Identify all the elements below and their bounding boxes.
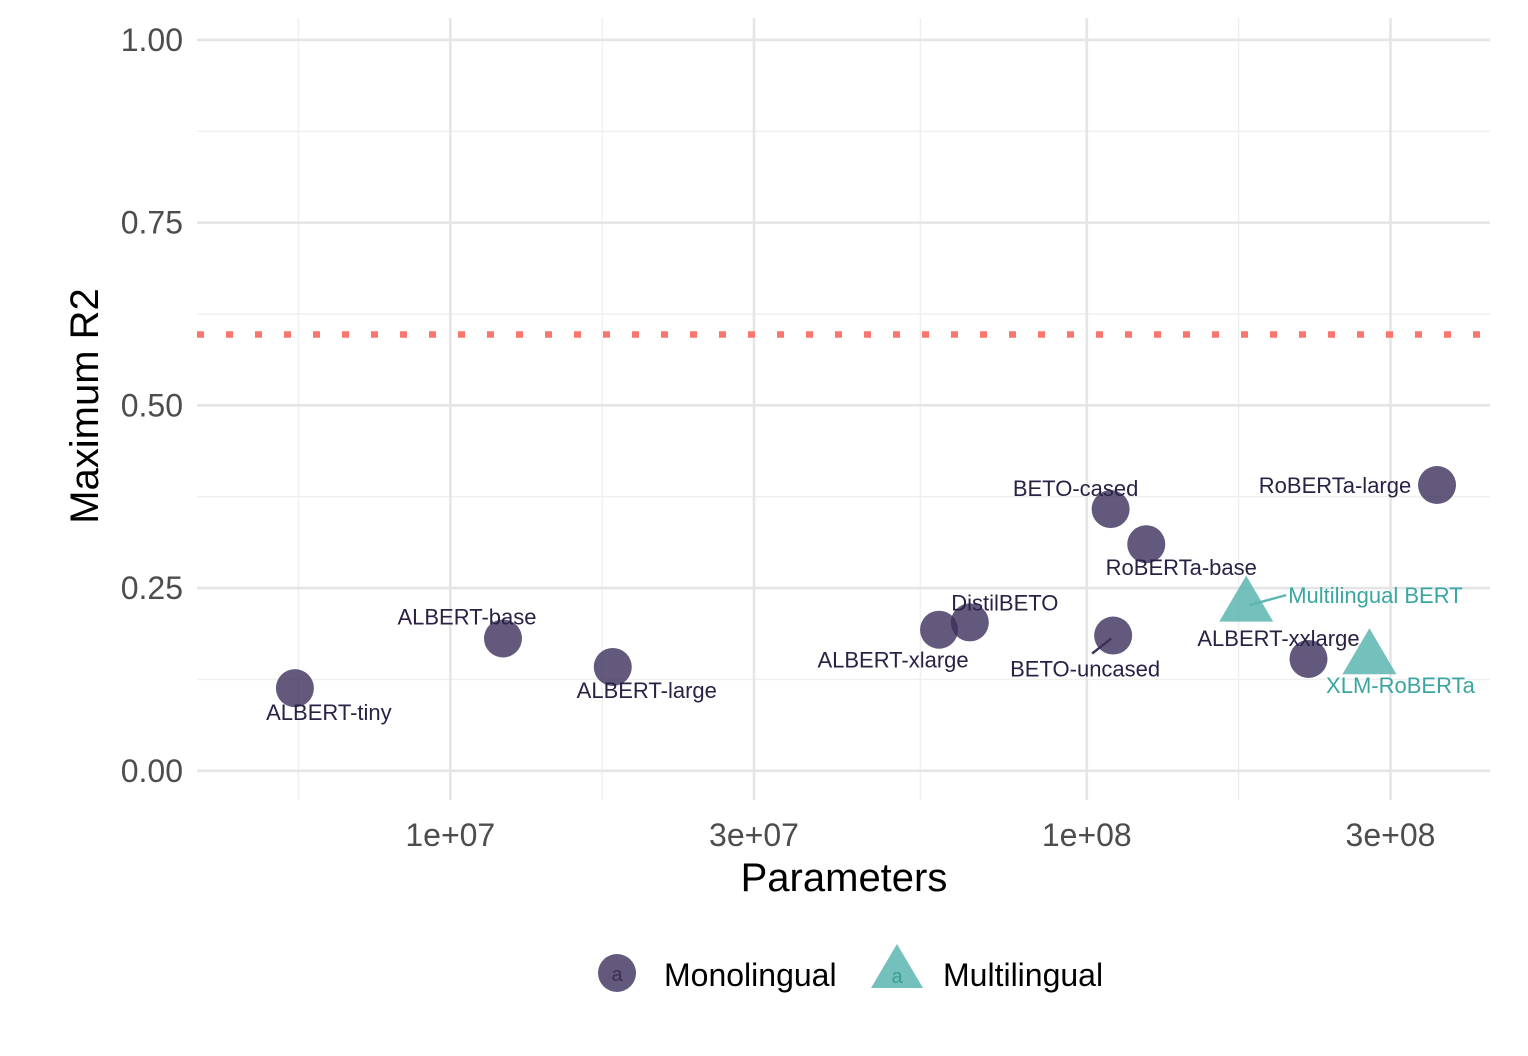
point-label: ALBERT-tiny [266, 700, 392, 725]
point-label: ALBERT-xlarge [817, 648, 968, 673]
data-point-circle [1418, 466, 1457, 505]
legend-key-monolingual-icon [598, 954, 636, 992]
point-labels: ALBERT-tiny ALBERT-base ALBERT-large ALBERT… [266, 473, 1475, 725]
data-point-circle [483, 619, 522, 658]
label-leader-line [1248, 593, 1287, 607]
y-tick-label: 1.00 [121, 22, 183, 58]
point-label: Multilingual BERT [1288, 583, 1462, 608]
point-label: RoBERTa-base [1106, 555, 1257, 580]
y-tick-label: 0.50 [121, 387, 183, 423]
data-point-circle [920, 610, 959, 649]
x-tick-label: 1e+08 [1042, 817, 1132, 853]
legend-label-monolingual: Monolingual [664, 957, 837, 993]
x-tick-label: 3e+08 [1346, 817, 1436, 853]
point-label: RoBERTa-large [1259, 473, 1411, 498]
point-label: XLM-RoBERTa [1326, 673, 1476, 698]
minor-gridlines [197, 18, 1490, 800]
data-point-circle [1091, 490, 1130, 529]
legend-key-glyph: a [611, 964, 623, 986]
y-axis-title: Maximum R2 [63, 288, 107, 524]
data-point-triangle [1342, 628, 1397, 675]
legend-label-multilingual: Multilingual [943, 957, 1103, 993]
data-point-circle [275, 669, 314, 708]
x-axis-ticks: 1e+07 3e+07 1e+08 3e+08 [405, 817, 1435, 853]
data-point-circle [593, 647, 632, 686]
data-point-triangle [1219, 575, 1274, 622]
major-gridlines [197, 18, 1490, 800]
y-tick-label: 0.25 [121, 570, 183, 606]
point-label: BETO-cased [1013, 476, 1139, 501]
y-axis-ticks: 0.00 0.25 0.50 0.75 1.00 [121, 22, 183, 789]
y-tick-label: 0.75 [121, 205, 183, 241]
point-label: ALBERT-large [577, 678, 717, 703]
label-leader-line [1091, 637, 1112, 655]
point-label: BETO-uncased [1010, 657, 1160, 682]
data-point-circle [1127, 525, 1166, 564]
legend-key-glyph: a [891, 966, 903, 988]
data-points [275, 466, 1457, 708]
x-axis-title: Parameters [741, 856, 948, 900]
y-tick-label: 0.00 [121, 753, 183, 789]
x-tick-label: 3e+07 [709, 817, 799, 853]
point-label: DistilBETO [951, 590, 1058, 615]
point-label: ALBERT-xxlarge [1197, 626, 1359, 651]
x-tick-label: 1e+07 [405, 817, 495, 853]
legend-key-multilingual-icon [871, 944, 923, 988]
data-point-circle [950, 603, 989, 642]
data-point-circle [1289, 639, 1328, 678]
legend: a Monolingual a Multilingual [598, 944, 1103, 993]
point-label: ALBERT-base [397, 604, 536, 629]
